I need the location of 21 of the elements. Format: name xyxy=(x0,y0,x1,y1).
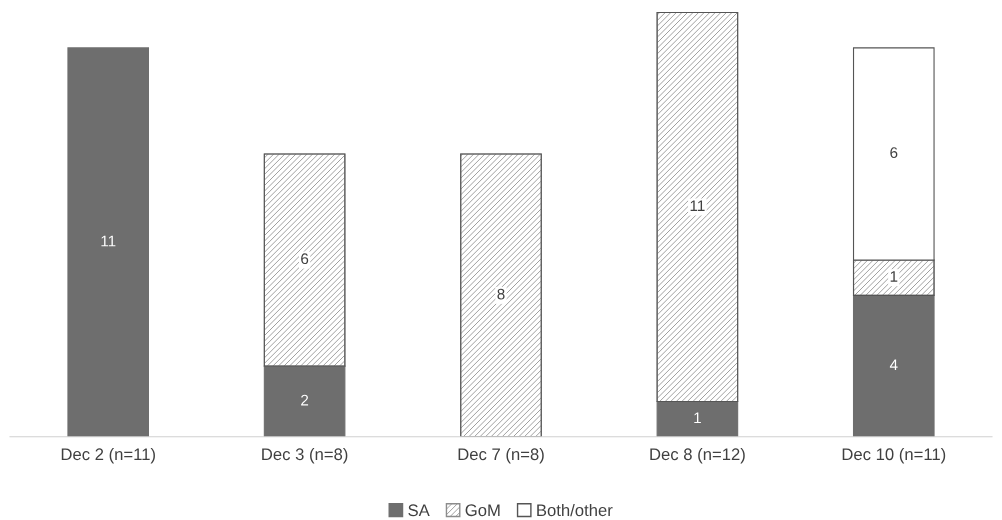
data-label: 11 xyxy=(690,200,705,211)
data-label: 2 xyxy=(301,394,309,406)
bar xyxy=(263,365,346,437)
legend-label: Both/other xyxy=(537,503,613,517)
x-tick-label: Dec 8 (n=12) xyxy=(650,447,745,464)
data-label: 6 xyxy=(890,147,898,159)
x-tick-label: Dec 3 (n=8) xyxy=(262,447,348,464)
bar xyxy=(852,294,935,437)
data-label: 8 xyxy=(497,288,505,300)
x-tick-label: Dec 10 (n=11) xyxy=(842,447,946,464)
legend-label: GoM xyxy=(465,504,500,517)
legend-label: SA xyxy=(408,504,430,517)
data-label: 1 xyxy=(890,271,898,282)
data-label: 1 xyxy=(694,412,701,424)
data-label: 6 xyxy=(301,253,309,265)
bar xyxy=(656,400,739,437)
x-tick-label: Dec 2 (n=11) xyxy=(61,447,155,464)
data-label: 4 xyxy=(889,359,898,371)
data-label: 11 xyxy=(101,235,116,247)
x-tick-label: Dec 7 (n=8) xyxy=(458,447,544,464)
bar xyxy=(67,47,150,437)
